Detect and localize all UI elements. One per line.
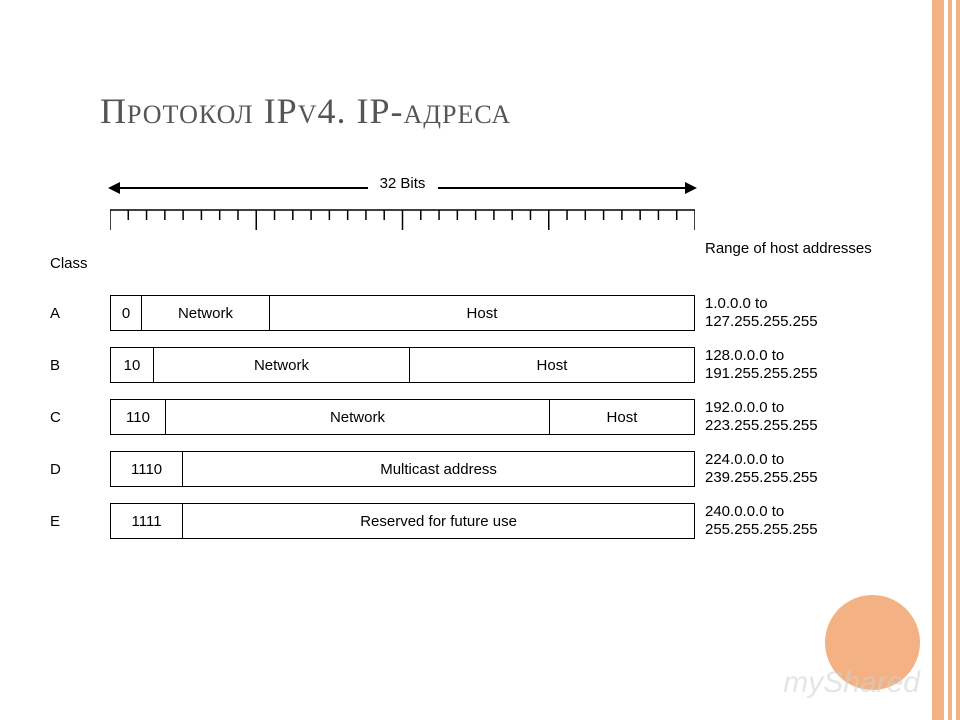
class-bar: 1110Multicast address	[110, 451, 695, 487]
class-row-b: B 10NetworkHost 128.0.0.0 to 191.255.255…	[50, 347, 880, 383]
class-row-c: C 110NetworkHost 192.0.0.0 to 223.255.25…	[50, 399, 880, 435]
segment-cell: Host	[410, 347, 695, 383]
accent-strip	[956, 0, 960, 720]
range-label: 128.0.0.0 to 191.255.255.255	[705, 347, 880, 383]
class-bar: 1111Reserved for future use	[110, 503, 695, 539]
range-label: 224.0.0.0 to 239.255.255.255	[705, 451, 880, 487]
segment-cell: Host	[270, 295, 695, 331]
class-bar: 110NetworkHost	[110, 399, 695, 435]
class-header: Class	[50, 255, 105, 273]
segment-cell: Multicast address	[183, 451, 695, 487]
class-label: E	[50, 503, 105, 539]
segment-cell: Reserved for future use	[183, 503, 695, 539]
segment-cell: 1111	[110, 503, 183, 539]
range-label: 192.0.0.0 to 223.255.255.255	[705, 399, 880, 435]
segment-cell: 10	[110, 347, 154, 383]
range-label: 1.0.0.0 to 127.255.255.255	[705, 295, 880, 331]
bit-ruler	[110, 209, 695, 235]
accent-strip	[948, 0, 952, 720]
page-title: ПРОТОКОЛ IPV4. IP-АДРЕСА	[100, 90, 511, 132]
class-label: D	[50, 451, 105, 487]
segment-cell: Network	[166, 399, 550, 435]
segment-cell: 0	[110, 295, 142, 331]
segment-cell: Network	[142, 295, 270, 331]
range-label: 240.0.0.0 to 255.255.255.255	[705, 503, 880, 539]
class-row-d: D 1110Multicast address 224.0.0.0 to 239…	[50, 451, 880, 487]
segment-cell: Host	[550, 399, 695, 435]
ruler-svg	[110, 209, 695, 235]
bits-header-row: 32 Bits	[50, 175, 880, 245]
bits-label: 32 Bits	[368, 175, 438, 192]
class-row-e: E 1111Reserved for future use 240.0.0.0 …	[50, 503, 880, 539]
class-label: C	[50, 399, 105, 435]
segment-cell: 110	[110, 399, 166, 435]
class-label: A	[50, 295, 105, 331]
class-row-a: A 0NetworkHost 1.0.0.0 to 127.255.255.25…	[50, 295, 880, 331]
class-label: B	[50, 347, 105, 383]
class-bar: 0NetworkHost	[110, 295, 695, 331]
class-bar: 10NetworkHost	[110, 347, 695, 383]
segment-cell: Network	[154, 347, 410, 383]
accent-circle	[825, 595, 920, 690]
accent-strip	[932, 0, 944, 720]
segment-cell: 1110	[110, 451, 183, 487]
ip-class-diagram: 32 Bits Class Range of host addresses A …	[50, 175, 880, 245]
range-header: Range of host addresses	[705, 240, 880, 258]
